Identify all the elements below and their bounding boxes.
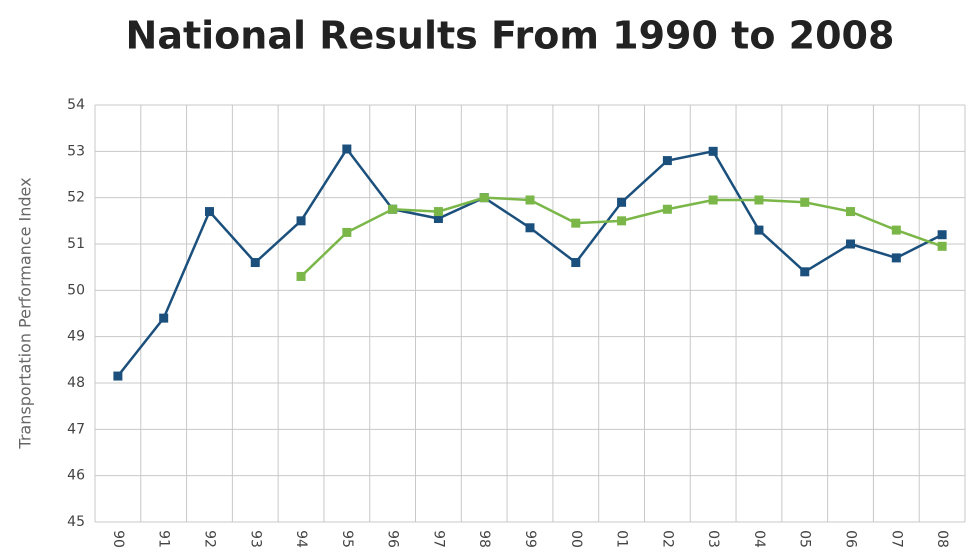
y-tick-label: 53 xyxy=(67,143,85,159)
point-marker xyxy=(754,195,764,205)
point-marker xyxy=(937,230,947,240)
series-line xyxy=(300,196,943,278)
point-marker xyxy=(571,258,581,268)
x-tick-label: 06 xyxy=(843,530,859,548)
point-marker xyxy=(388,204,398,214)
point-marker xyxy=(617,197,627,207)
x-tick-label: 94 xyxy=(293,530,309,548)
point-marker xyxy=(250,258,260,268)
x-tick-label: 04 xyxy=(751,530,767,548)
point-marker xyxy=(708,195,718,205)
y-tick-label: 48 xyxy=(67,375,85,391)
point-marker xyxy=(342,144,352,154)
y-tick-label: 45 xyxy=(67,514,85,530)
point-marker xyxy=(296,271,306,281)
point-marker xyxy=(891,225,901,235)
point-marker xyxy=(159,313,169,323)
series-line xyxy=(116,146,943,377)
x-tick-label: 03 xyxy=(705,530,721,548)
point-marker xyxy=(433,214,443,224)
x-tick-label: 96 xyxy=(385,530,401,548)
x-tick-label: 97 xyxy=(430,530,446,548)
x-tick-label: 00 xyxy=(568,530,584,548)
point-marker xyxy=(479,193,489,203)
x-tick-label: 07 xyxy=(888,530,904,548)
point-marker xyxy=(433,207,443,217)
point-marker xyxy=(937,241,947,251)
point-marker xyxy=(525,195,535,205)
x-tick-label: 93 xyxy=(247,530,263,548)
point-marker xyxy=(754,225,764,235)
x-tick-label: 92 xyxy=(201,530,217,548)
y-tick-label: 46 xyxy=(67,468,85,484)
x-tick-label: 99 xyxy=(522,530,538,548)
x-tick-label: 08 xyxy=(934,530,950,548)
x-tick-label: 95 xyxy=(339,530,355,548)
x-tick-label: 98 xyxy=(476,530,492,548)
y-tick-label: 51 xyxy=(67,236,85,252)
point-marker xyxy=(846,239,856,249)
point-marker xyxy=(342,227,352,237)
point-marker xyxy=(525,223,535,233)
x-tick-label: 91 xyxy=(156,530,172,548)
chart-title: National Results From 1990 to 2008 xyxy=(126,14,895,58)
y-tick-label: 47 xyxy=(67,421,85,437)
point-marker xyxy=(204,207,214,217)
y-tick-label: 50 xyxy=(67,282,85,298)
y-axis-label: Transportation Performance Index xyxy=(16,177,35,449)
point-marker xyxy=(617,216,627,226)
point-marker xyxy=(846,207,856,217)
point-marker xyxy=(662,156,672,166)
point-marker xyxy=(662,204,672,214)
y-tick-label: 54 xyxy=(67,97,85,113)
point-marker xyxy=(571,218,581,228)
x-tick-label: 05 xyxy=(797,530,813,548)
point-marker xyxy=(800,197,810,207)
y-tick-label: 52 xyxy=(67,190,85,206)
x-tick-label: 90 xyxy=(110,530,126,548)
point-marker xyxy=(113,371,123,381)
point-marker xyxy=(708,146,718,156)
x-tick-label: 02 xyxy=(659,530,675,548)
point-marker xyxy=(891,253,901,263)
y-tick-label: 49 xyxy=(67,329,85,345)
point-marker xyxy=(800,267,810,277)
point-marker xyxy=(296,216,306,226)
x-tick-label: 01 xyxy=(614,530,630,548)
